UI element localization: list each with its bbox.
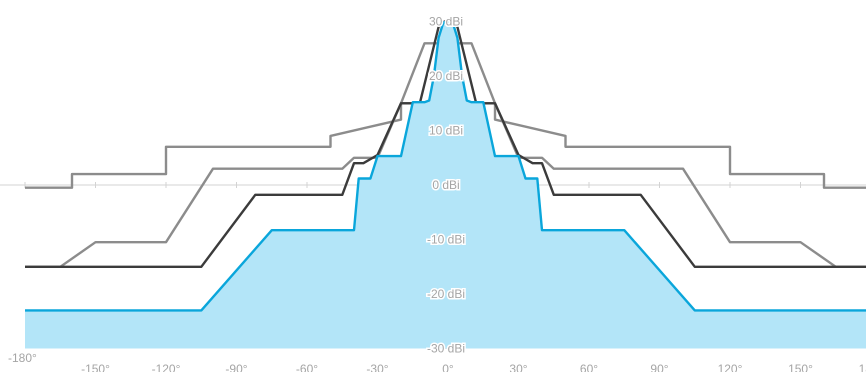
x-tick-label: 60° bbox=[580, 362, 598, 372]
y-tick-label: 20 dBi bbox=[429, 69, 463, 83]
x-tick-label: 30° bbox=[509, 362, 527, 372]
tick-labels: 30 dBi 20 dBi 10 dBi 0 dBi -10 dBi -20 dBi -30… bbox=[8, 13, 866, 372]
y-tick-label: 30 dBi bbox=[429, 15, 463, 29]
x-tick-label: -90° bbox=[225, 362, 247, 372]
x-tick-label: -120° bbox=[152, 362, 181, 372]
y-tick-label: -30 dBi bbox=[427, 342, 465, 356]
x-tick-label: 90° bbox=[650, 362, 668, 372]
x-tick-label: -60° bbox=[296, 362, 318, 372]
x-tick-label: -150° bbox=[81, 362, 110, 372]
x-tick-label: 150° bbox=[788, 362, 813, 372]
series-group bbox=[25, 20, 866, 349]
y-tick-label: 0 dBi bbox=[432, 178, 459, 192]
x-tick-label: 0° bbox=[442, 362, 454, 372]
y-tick-label: -10 dBi bbox=[427, 233, 465, 247]
x-tick-label: -30° bbox=[366, 362, 388, 372]
y-tick-label: -20 dBi bbox=[427, 287, 465, 301]
x-tick-label: 180° bbox=[859, 362, 866, 372]
y-tick-label: 10 dBi bbox=[429, 124, 463, 138]
x-tick-label: 120° bbox=[718, 362, 743, 372]
x-tick-label: -180° bbox=[8, 351, 37, 365]
series-line-antenna-pattern bbox=[25, 20, 866, 312]
